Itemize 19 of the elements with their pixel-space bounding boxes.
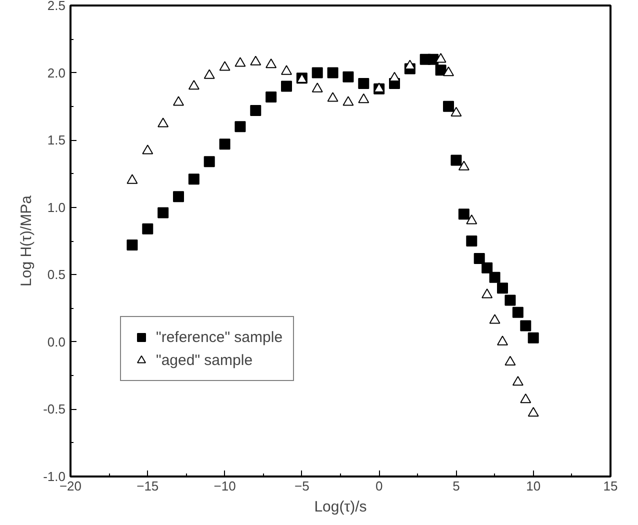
x-tick-label: 5 (452, 478, 460, 494)
x-tick-label: −10 (214, 478, 236, 494)
y-tick-label: 2.0 (47, 65, 66, 80)
y-tick-label: 0.5 (47, 267, 66, 282)
x-tick-label: −5 (294, 478, 310, 494)
y-tick-label: 1.0 (47, 200, 66, 215)
y-tick-label: 1.5 (47, 132, 66, 148)
y-tick-label: 2.5 (47, 0, 66, 13)
y-tick-label: 0.0 (47, 334, 66, 350)
y-axis-title: Log H(τ)/MPa (18, 194, 36, 286)
x-tick-label: 15 (603, 478, 618, 494)
y-tick-label: -1.0 (43, 469, 66, 484)
x-tick-label: 10 (526, 478, 541, 494)
x-axis-title: Log(τ)/s (314, 498, 367, 516)
y-tick-label: -0.5 (43, 402, 66, 417)
legend-label: "aged" sample (156, 352, 253, 368)
legend-label: "reference" sample (156, 328, 283, 346)
x-tick-label: 0 (375, 478, 383, 494)
x-tick-label: −15 (136, 478, 159, 494)
